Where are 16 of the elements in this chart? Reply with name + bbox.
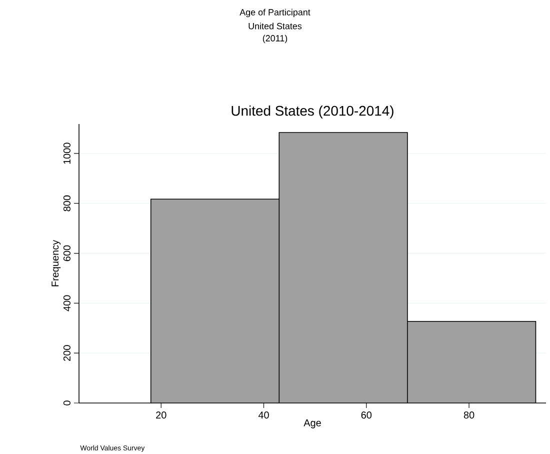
text: (2011) [262, 34, 288, 44]
chart-title: United States (2010-2014) [232, 106, 394, 119]
y-tick-label: 800 [63, 195, 70, 212]
x-tick-label: 40 [258, 412, 269, 419]
x-axis-title: Age [304, 419, 321, 428]
x-tick-label: 20 [156, 412, 166, 419]
x-tick-label: 80 [464, 412, 474, 419]
text: United States [248, 22, 302, 30]
y-tick-label: 600 [63, 245, 70, 262]
y-tick-label: 200 [63, 345, 70, 361]
x-tick-label: 60 [361, 412, 372, 419]
y-axis-title: Frequency [52, 240, 61, 286]
text: Age of Participant [240, 8, 310, 18]
y-tick-label: 1000 [63, 142, 70, 164]
y-tick-label: 400 [63, 295, 70, 312]
y-tick-label: 0 [63, 400, 70, 406]
